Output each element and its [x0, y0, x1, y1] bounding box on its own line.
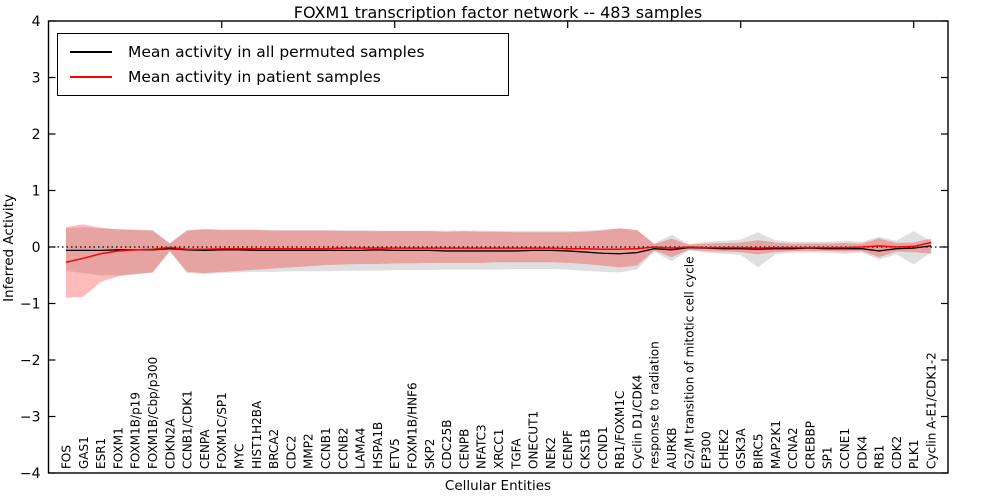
legend-item-permuted: Mean activity in all permuted samples — [70, 43, 496, 61]
x-category-labels: FOS GAS1 ESR1 FOXM1 FOXM1B/p19 FOXM1B/Cbp/p30… — [60, 256, 939, 470]
x-category-label: CKS1B — [579, 429, 593, 469]
x-category-label: Cyclin A-E1/CDK1-2 — [925, 352, 939, 469]
x-axis-label: Cellular Entities — [444, 478, 552, 494]
x-category-label: CCNB1/CDK1 — [181, 390, 195, 469]
x-category-label: FOXM1B/Cbp/p300 — [146, 357, 160, 469]
x-category-label: MMP2 — [302, 433, 316, 469]
x-category-label: FOXM1C/SP1 — [215, 392, 229, 469]
y-tick-label: 2 — [32, 127, 41, 143]
y-tick-label: 4 — [32, 14, 41, 30]
y-tick-label: 3 — [32, 71, 41, 87]
x-category-label: TGFA — [509, 438, 523, 470]
y-axis-label: Inferred Activity — [1, 194, 17, 302]
x-category-label: CENPF — [561, 430, 575, 469]
x-category-label: HIST1H2BA — [250, 400, 264, 469]
x-category-label: G2/M transition of mitotic cell cycle — [682, 256, 696, 469]
x-category-label: CCNE1 — [838, 428, 852, 469]
x-category-label: LAMA4 — [354, 428, 368, 469]
x-category-label: CCNB2 — [336, 427, 350, 469]
x-category-label: GSK3A — [734, 428, 748, 469]
patient-mean-line — [65, 241, 932, 263]
x-category-label: HSPA1B — [371, 422, 385, 469]
x-category-label: CCND1 — [596, 426, 610, 469]
top-axis-ticks — [221, 21, 915, 28]
y-tick-label: −3 — [20, 410, 41, 426]
legend-line-permuted — [70, 51, 112, 53]
y-tick-label: 0 — [32, 240, 41, 256]
x-category-label: EP300 — [700, 431, 714, 469]
x-category-label: MYC — [233, 444, 247, 469]
legend: Mean activity in all permuted samples Me… — [57, 33, 509, 96]
x-category-label: FOS — [60, 445, 74, 469]
x-category-label: GAS1 — [77, 436, 91, 469]
x-category-label: AURKB — [665, 428, 679, 469]
x-category-label: CCNB1 — [319, 427, 333, 469]
x-category-label: BIRC5 — [752, 433, 766, 469]
x-category-label: CENPB — [457, 429, 471, 469]
x-category-label: FOXM1B/p19 — [129, 392, 143, 469]
x-category-label: CDC25B — [440, 420, 454, 470]
x-category-label: PLK1 — [907, 440, 921, 469]
x-category-label: CREBBP — [803, 421, 817, 469]
x-category-label: CCNA2 — [786, 427, 800, 469]
x-category-label: CDK2 — [890, 436, 904, 469]
x-category-label: CDC2 — [284, 435, 298, 469]
legend-item-patient: Mean activity in patient samples — [70, 68, 496, 86]
x-category-label: BRCA2 — [267, 429, 281, 469]
x-category-label: CHEK2 — [717, 429, 731, 470]
patient-samples-range-band — [66, 224, 931, 298]
y-tick-label: −1 — [20, 297, 41, 313]
std-bands — [66, 224, 931, 298]
x-category-label: ETV5 — [388, 438, 402, 469]
x-category-label: RB1/FOXM1C — [613, 391, 627, 469]
y-tick-label: −2 — [20, 353, 41, 369]
x-category-label: NEK2 — [544, 437, 558, 469]
x-category-label: NFATC3 — [475, 424, 489, 469]
x-category-label: Cyclin D1/CDK4 — [630, 375, 644, 469]
x-category-label: response to radiation — [648, 341, 662, 469]
x-category-label: CDK4 — [855, 436, 869, 469]
x-category-label: CDKN2A — [163, 418, 177, 469]
y-tick-label: −4 — [20, 466, 41, 482]
chart-title: FOXM1 transcription factor network -- 48… — [293, 3, 703, 22]
legend-line-patient — [70, 76, 112, 78]
x-category-label: SKP2 — [423, 439, 437, 469]
y-tick-label: 1 — [32, 184, 41, 200]
x-category-label: ESR1 — [94, 438, 108, 469]
permuted-mean-line — [66, 245, 932, 255]
x-category-label: ONECUT1 — [527, 411, 541, 469]
x-category-label: FOXM1B/HNF6 — [406, 382, 420, 469]
y-axis-ticks: 4 3 2 1 0 −1 −2 −3 −4 — [20, 14, 948, 482]
x-category-label: FOXM1 — [111, 427, 125, 469]
legend-label-permuted: Mean activity in all permuted samples — [128, 43, 425, 61]
x-category-label: MAP2K1 — [769, 420, 783, 469]
x-category-label: RB1 — [873, 445, 887, 469]
mean-lines — [65, 241, 932, 263]
x-category-label: SP1 — [821, 447, 835, 470]
x-category-label: CENPA — [198, 429, 212, 469]
x-category-label: XRCC1 — [492, 429, 506, 469]
legend-label-patient: Mean activity in patient samples — [128, 68, 381, 86]
